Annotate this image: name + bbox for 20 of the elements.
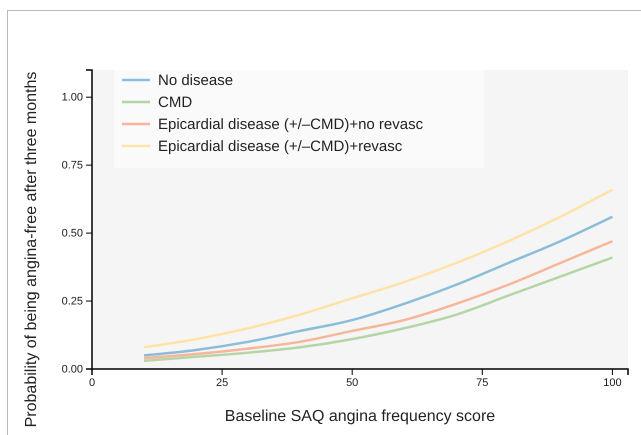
legend-label: Epicardial disease (+/–CMD)+revasc [158, 138, 403, 155]
line-series [142, 256, 614, 362]
y-tick-label: 0.00 [62, 364, 83, 376]
y-tick-label: 0.50 [62, 228, 83, 240]
legend-label: No disease [158, 72, 234, 89]
line-series [142, 216, 614, 357]
x-tick-label: 100 [603, 376, 622, 389]
x-axis-title: Baseline SAQ angina frequency score [224, 408, 496, 425]
line-series [142, 240, 614, 360]
y-tick-label: 0.75 [62, 160, 83, 172]
y-tick-label: 1.00 [62, 92, 83, 104]
x-tick-label: 0 [88, 376, 96, 389]
y-tick-label: 0.25 [62, 296, 83, 308]
legend-label: CMD [158, 94, 192, 111]
legend-label: Epicardial disease (+/–CMD)+no revasc [158, 116, 424, 133]
x-tick-label: 25 [216, 376, 228, 389]
line-series [142, 188, 614, 349]
x-tick-label: 50 [346, 376, 358, 389]
y-axis-title: Probability of being angina-free after three months [23, 72, 40, 428]
x-tick-label: 75 [476, 376, 488, 389]
